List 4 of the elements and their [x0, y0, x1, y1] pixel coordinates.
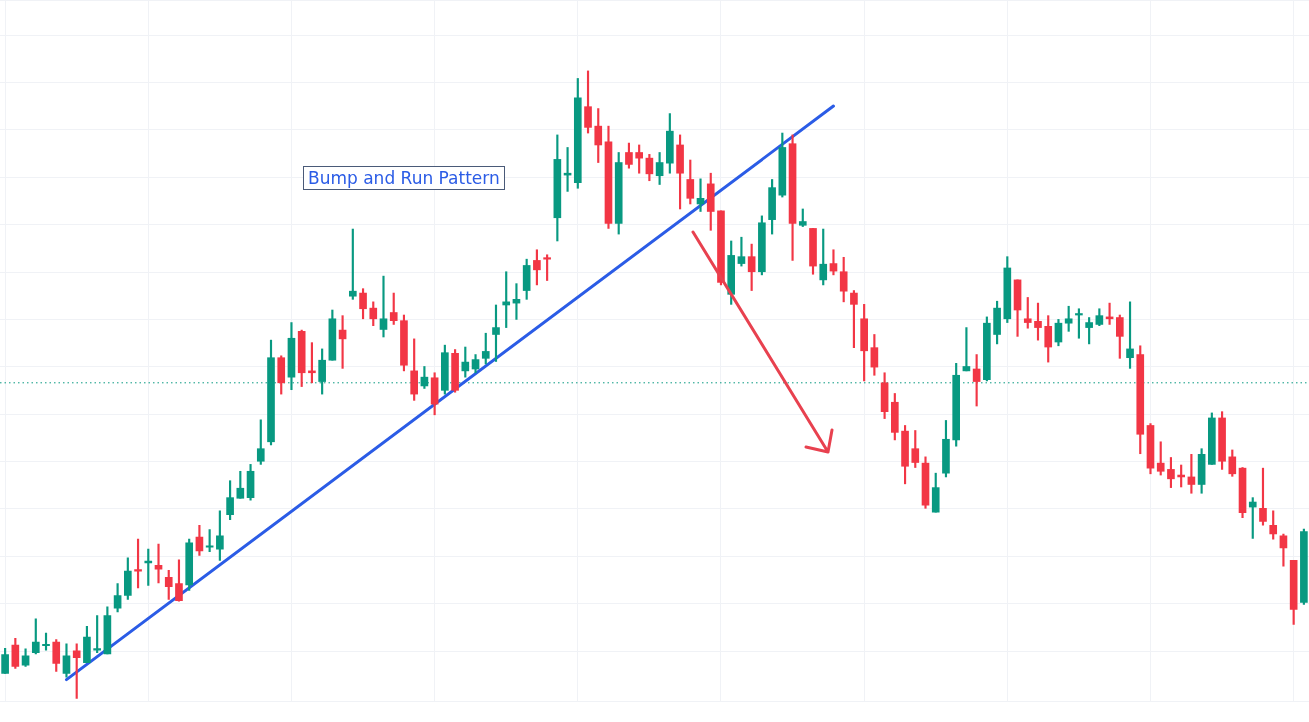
candlestick [154, 543, 163, 584]
candlestick [379, 275, 388, 338]
candlestick [737, 236, 746, 267]
annotation: Bump and Run Pattern [303, 166, 505, 190]
